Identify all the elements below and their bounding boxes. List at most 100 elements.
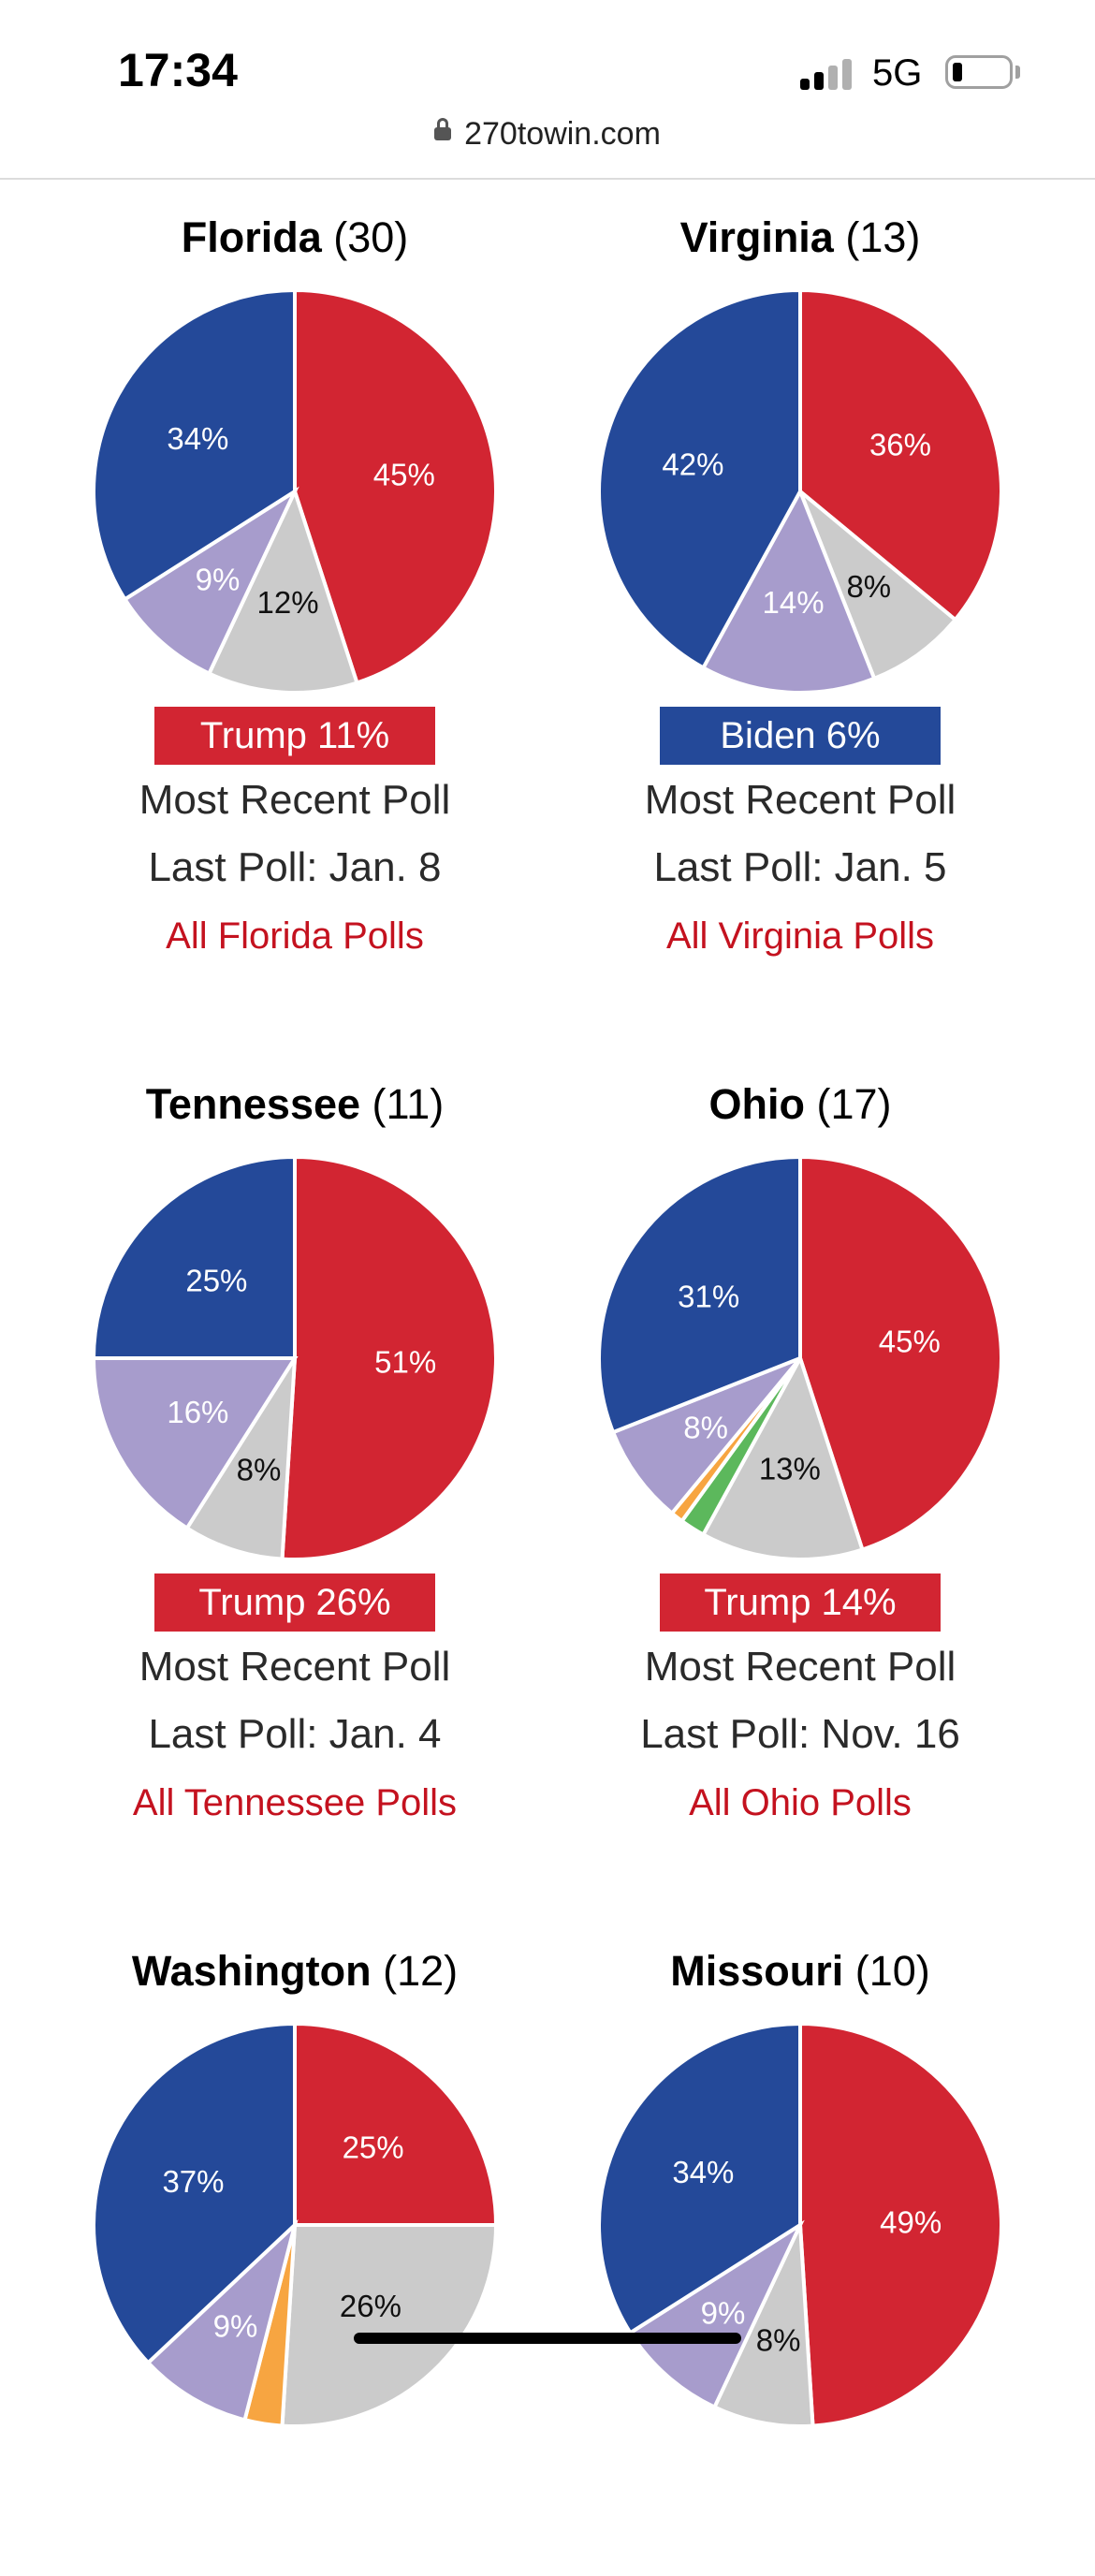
electoral-votes: (11): [360, 1080, 445, 1128]
most-recent-poll-label: Most Recent Poll: [139, 1644, 451, 1690]
state-title: Washington (12): [0, 1947, 590, 1996]
pie-slice-other[interactable]: [700, 487, 877, 695]
pie-slice-biden[interactable]: [597, 287, 802, 671]
state-name: Ohio: [708, 1080, 805, 1128]
pie-slice-label: 13%: [759, 1452, 821, 1486]
pie-slice-label: 49%: [880, 2204, 942, 2239]
pie-slice-label: 26%: [340, 2289, 402, 2323]
pie-slice-label: 8%: [237, 1453, 282, 1487]
pie-slice-label: 12%: [257, 585, 319, 620]
electoral-votes: (17): [804, 1080, 892, 1128]
poll-leader-badge: Biden 6%: [660, 707, 941, 765]
most-recent-poll-label: Most Recent Poll: [644, 777, 956, 823]
pie-slice-label: 14%: [763, 585, 825, 620]
state-card-virginia: Virginia (13) 36% 8% 14% 42% Biden 6% Most Rec…: [505, 0, 1095, 957]
pie-slice-label: 45%: [373, 458, 435, 492]
most-recent-poll-label: Most Recent Poll: [139, 777, 451, 823]
most-recent-poll-label: Most Recent Poll: [644, 1644, 956, 1690]
pie-slice-other[interactable]: [91, 1356, 299, 1531]
pie-slice-biden[interactable]: [597, 1154, 802, 1435]
electoral-votes: (30): [321, 213, 409, 261]
poll-pie-chart[interactable]: 51% 8% 16% 25%: [0, 1148, 590, 1569]
pie-slice-undecided[interactable]: [184, 1356, 297, 1561]
state-card-washington: Washington (12) 25% 26% 9% 37%: [0, 1734, 590, 2576]
electoral-votes: (10): [843, 1947, 930, 1995]
state-name: Washington: [131, 1947, 372, 1995]
poll-pie-chart[interactable]: 49% 8% 9% 34%: [505, 2014, 1095, 2436]
address-bar-divider: [0, 178, 1095, 180]
pie-slice-label: 34%: [167, 421, 228, 456]
pie-slice-label: 9%: [701, 2296, 746, 2331]
poll-leader-badge: Trump 26%: [154, 1573, 435, 1632]
pie-slice-trump[interactable]: [798, 287, 1003, 622]
state-card-ohio: Ohio (17) 45% 13% 8% 31% Trump 14% Most Recent…: [505, 867, 1095, 1823]
state-title: Virginia (13): [505, 213, 1095, 262]
last-poll-date: Last Poll: Jan. 4: [148, 1711, 442, 1757]
state-card-tennessee: Tennessee (11) 51% 8% 16% 25% Trump 26% Most R…: [0, 867, 590, 1823]
battery-low-icon: [945, 55, 1013, 89]
poll-pie-chart[interactable]: 45% 12% 9% 34%: [0, 281, 590, 702]
pie-slice-label: 31%: [678, 1280, 739, 1314]
all-polls-link[interactable]: All Tennessee Polls: [132, 1782, 458, 1823]
pie-slice-trump[interactable]: [798, 1154, 1003, 1552]
battery-tip: [1015, 66, 1020, 79]
status-bar: 17:34 5G: [0, 0, 1095, 112]
state-card-missouri: Missouri (10) 49% 8% 9% 34%: [505, 1734, 1095, 2576]
pie-slice-undecided[interactable]: [700, 1353, 865, 1561]
pie-slice-other[interactable]: [610, 1356, 802, 1516]
state-title: Ohio (17): [505, 1080, 1095, 1129]
all-polls-link[interactable]: All Florida Polls: [166, 915, 424, 957]
pie-slice-biden[interactable]: [92, 287, 297, 602]
pie-slice-label: 8%: [683, 1410, 728, 1444]
poll-leader-badge: Trump 14%: [660, 1573, 941, 1632]
lock-icon: [434, 118, 452, 141]
pie-slice-trump[interactable]: [293, 287, 498, 685]
address-bar[interactable]: 270towin.com: [0, 116, 1095, 153]
pie-slice-undecided[interactable]: [206, 486, 359, 695]
poll-pie-chart[interactable]: 45% 13% 8% 31%: [505, 1148, 1095, 1569]
electoral-votes: (12): [371, 1947, 459, 1995]
pie-slice-trump[interactable]: [280, 1154, 498, 1561]
pie-slice-label: 8%: [756, 2322, 801, 2357]
state-name: Florida: [181, 213, 322, 261]
pie-slice-biden[interactable]: [91, 1154, 297, 1360]
pie-slice-biden[interactable]: [597, 2021, 802, 2335]
electoral-votes: (13): [833, 213, 921, 261]
pie-slice-trump[interactable]: [293, 2021, 499, 2227]
pie-slice-label: 25%: [185, 1263, 247, 1297]
pie-slice-label: 34%: [672, 2155, 734, 2189]
all-polls-link[interactable]: All Virginia Polls: [665, 915, 935, 957]
pie-slice-label: 36%: [869, 428, 931, 462]
signal-bars-icon: [800, 58, 856, 90]
pie-slice-label: 37%: [162, 2164, 224, 2199]
pie-slice-label: 42%: [662, 447, 723, 482]
pie-slice-label: 45%: [879, 1325, 941, 1359]
pie-slice-other[interactable]: [122, 486, 299, 677]
state-name: Tennessee: [145, 1080, 361, 1128]
pie-slice-label: 9%: [196, 563, 241, 597]
pie-slice-label: 9%: [213, 2308, 258, 2343]
poll-pie-chart[interactable]: 36% 8% 14% 42%: [505, 281, 1095, 702]
poll-pie-chart[interactable]: 25% 26% 9% 37%: [0, 2014, 590, 2436]
state-card-florida: Florida (30) 45% 12% 9% 34% Trump 11% Most Rec…: [0, 0, 590, 957]
last-poll-date: Last Poll: Nov. 16: [640, 1711, 960, 1757]
status-time: 17:34: [118, 44, 238, 96]
state-name: Virginia: [679, 213, 834, 261]
state-name: Missouri: [670, 1947, 844, 1995]
poll-leader-badge: Trump 11%: [154, 707, 435, 765]
network-label: 5G: [872, 52, 923, 94]
home-indicator[interactable]: [354, 2333, 741, 2344]
pie-slice-label: 25%: [343, 2130, 404, 2164]
pie-slice-undecided[interactable]: [798, 490, 958, 681]
url-text: 270towin.com: [464, 116, 661, 152]
state-title: Florida (30): [0, 213, 590, 262]
pie-slice-label: 16%: [167, 1395, 228, 1429]
all-polls-link[interactable]: All Ohio Polls: [689, 1782, 912, 1823]
pie-slice-undecided[interactable]: [280, 2223, 499, 2428]
pie-slice-label: 51%: [374, 1345, 436, 1380]
state-title: Missouri (10): [505, 1947, 1095, 1996]
state-title: Tennessee (11): [0, 1080, 590, 1129]
pie-slice-biden[interactable]: [92, 2021, 297, 2366]
last-poll-date: Last Poll: Jan. 5: [653, 844, 947, 890]
last-poll-date: Last Poll: Jan. 8: [148, 844, 442, 890]
